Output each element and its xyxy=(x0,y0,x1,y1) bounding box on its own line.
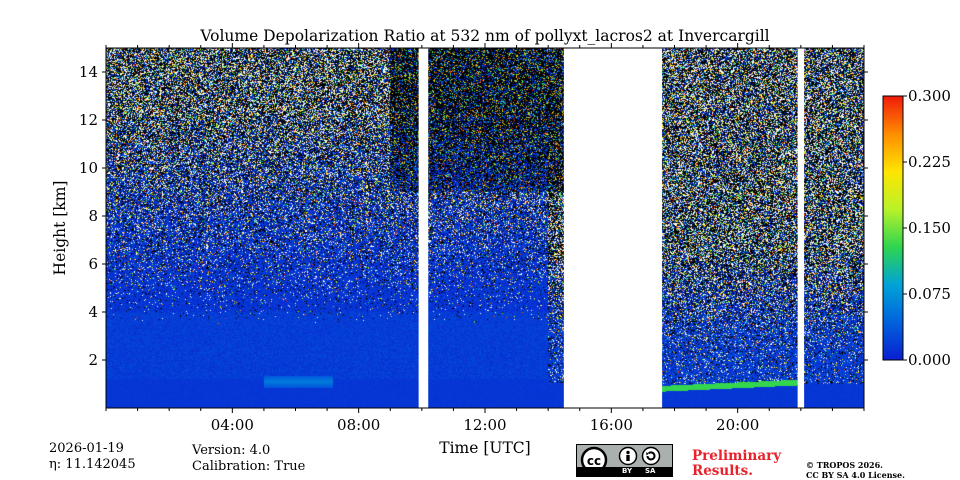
preliminary-line-2: Results. xyxy=(692,463,753,479)
colorbar-tick-label: 0.150 xyxy=(908,219,951,237)
cc-license-badge: cc BY SA xyxy=(576,444,673,477)
cc-by-label: BY xyxy=(622,467,633,475)
y-tick-label: 10 xyxy=(79,159,98,177)
x-tick-label: 04:00 xyxy=(211,416,254,434)
no-data-gap xyxy=(418,48,429,408)
copyright-line-2: CC BY SA 4.0 License. xyxy=(806,470,905,480)
copyright-notice: © TROPOS 2026. CC BY SA 4.0 License. xyxy=(806,460,905,480)
x-tick-label: 20:00 xyxy=(716,416,759,434)
y-tick-label: 2 xyxy=(88,351,98,369)
x-axis-ticks: 04:00 08:00 12:00 16:00 20:00 xyxy=(105,43,865,434)
plot-area xyxy=(105,47,865,409)
colorbar-tick-label: 0.000 xyxy=(908,351,951,369)
x-axis-label: Time [UTC] xyxy=(439,439,530,457)
y-tick-label: 4 xyxy=(88,303,98,321)
footer-version-block: Version: 4.0 Calibration: True xyxy=(192,443,305,475)
x-tick-label: 08:00 xyxy=(337,416,380,434)
colorbar-ticks: 0.000 0.075 0.150 0.225 0.300 xyxy=(903,87,951,369)
preliminary-line-1: Preliminary xyxy=(692,448,782,464)
footer-date-block: 2026-01-19 η: 11.142045 xyxy=(49,441,136,473)
y-tick-label: 6 xyxy=(88,255,98,273)
footer-version: Version: 4.0 xyxy=(192,443,271,458)
footer-date: 2026-01-19 xyxy=(49,441,124,456)
cc-badge-bar xyxy=(577,467,672,476)
colorbar-tick-label: 0.075 xyxy=(908,285,951,303)
colorbar-tick-label: 0.300 xyxy=(908,87,951,105)
x-tick-label: 16:00 xyxy=(590,416,633,434)
x-tick-label: 12:00 xyxy=(463,416,506,434)
y-axis-label: Height [km] xyxy=(51,181,69,276)
y-tick-label: 12 xyxy=(79,111,98,129)
no-data-gaps xyxy=(418,48,804,408)
svg-text:cc: cc xyxy=(587,454,601,468)
y-tick-label: 8 xyxy=(88,207,98,225)
y-axis-ticks: 2 4 6 8 10 12 14 xyxy=(79,63,868,369)
footer-calibration: Calibration: True xyxy=(192,459,306,474)
no-data-gap xyxy=(797,48,804,408)
chart-title: Volume Depolarization Ratio at 532 nm of… xyxy=(199,27,769,45)
cc-logo-icon: cc xyxy=(580,446,661,474)
colorbar: 0.000 0.075 0.150 0.225 0.300 xyxy=(882,87,951,369)
heatmap-image xyxy=(106,48,864,408)
preliminary-notice: Preliminary Results. xyxy=(692,449,781,479)
colorbar-gradient xyxy=(882,95,904,361)
y-tick-label: 14 xyxy=(79,63,98,81)
footer-eta: η: 11.142045 xyxy=(49,457,136,472)
no-data-gap xyxy=(563,48,662,408)
cc-sa-label: SA xyxy=(645,467,656,475)
copyright-line-1: © TROPOS 2026. xyxy=(806,460,883,470)
colorbar-tick-label: 0.225 xyxy=(908,153,951,171)
